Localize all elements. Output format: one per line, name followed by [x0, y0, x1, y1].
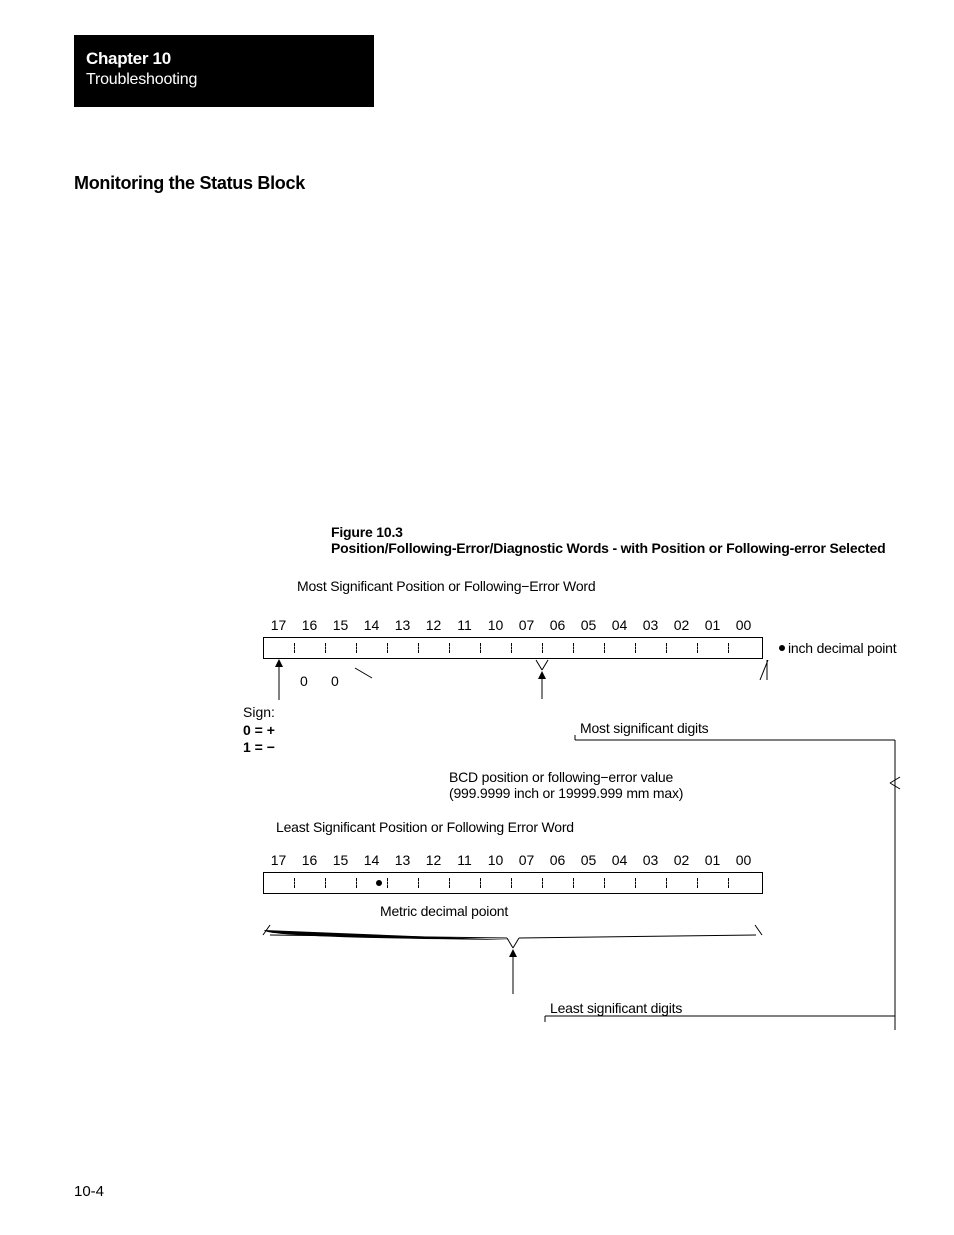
bit-label: 11 [449, 617, 480, 633]
bit-label: 04 [604, 852, 635, 868]
bit-label: 10 [480, 617, 511, 633]
most-sig-digits-label: Most significant digits [580, 720, 708, 736]
bit-label: 02 [666, 852, 697, 868]
inch-decimal-dot [779, 645, 785, 651]
chapter-header: Chapter 10 Troubleshooting [74, 35, 374, 107]
bit-label: 01 [697, 617, 728, 633]
bit-label: 13 [387, 852, 418, 868]
metric-decimal-dot [376, 880, 382, 886]
upper-word-label: Most Significant Position or Following−E… [297, 578, 595, 594]
bit-label: 05 [573, 617, 604, 633]
bit-label: 12 [418, 852, 449, 868]
bit-label: 07 [511, 852, 542, 868]
bit-row-upper: 17161514131211100706050403020100 [263, 617, 759, 633]
bit-label: 00 [728, 852, 759, 868]
chapter-subtitle: Troubleshooting [86, 71, 362, 89]
bit-label: 17 [263, 852, 294, 868]
bit-label: 01 [697, 852, 728, 868]
word-box-upper [263, 637, 763, 659]
bit-label: 14 [356, 852, 387, 868]
bit-label: 13 [387, 617, 418, 633]
bit-label: 03 [635, 617, 666, 633]
bcd-line2: (999.9999 inch or 19999.999 mm max) [449, 785, 683, 801]
figure-caption: Position/Following-Error/Diagnostic Word… [331, 540, 885, 556]
bit-label: 11 [449, 852, 480, 868]
sign-label: Sign: [243, 704, 275, 722]
bit-label: 00 [728, 617, 759, 633]
least-sig-digits-label: Least significant digits [550, 1000, 682, 1016]
sign-block: Sign: 0 = + 1 = − [243, 704, 275, 757]
word-box-lower [263, 872, 763, 894]
bit-label: 16 [294, 617, 325, 633]
lower-word-label: Least Significant Position or Following … [276, 819, 574, 835]
fixed-zero-b: 0 [331, 673, 339, 689]
page-number: 10-4 [74, 1183, 104, 1200]
bit-label: 07 [511, 617, 542, 633]
bit-label: 15 [325, 852, 356, 868]
figure-number: Figure 10.3 [331, 524, 403, 540]
bit-row-lower: 17161514131211100706050403020100 [263, 852, 759, 868]
bit-label: 06 [542, 852, 573, 868]
metric-decimal-label: Metric decimal poiont [380, 903, 508, 919]
fixed-zero-a: 0 [300, 673, 308, 689]
sign-minus: 1 = − [243, 739, 275, 757]
bit-label: 16 [294, 852, 325, 868]
bit-label: 03 [635, 852, 666, 868]
bcd-line1: BCD position or following−error value [449, 769, 673, 785]
bit-label: 05 [573, 852, 604, 868]
bit-label: 06 [542, 617, 573, 633]
bit-label: 02 [666, 617, 697, 633]
section-heading: Monitoring the Status Block [74, 173, 305, 194]
bit-label: 10 [480, 852, 511, 868]
chapter-title: Chapter 10 [86, 49, 362, 69]
inch-decimal-label: inch decimal point [788, 640, 896, 656]
bit-label: 14 [356, 617, 387, 633]
bit-label: 04 [604, 617, 635, 633]
sign-plus: 0 = + [243, 722, 275, 740]
bit-label: 12 [418, 617, 449, 633]
bit-label: 17 [263, 617, 294, 633]
bit-label: 15 [325, 617, 356, 633]
